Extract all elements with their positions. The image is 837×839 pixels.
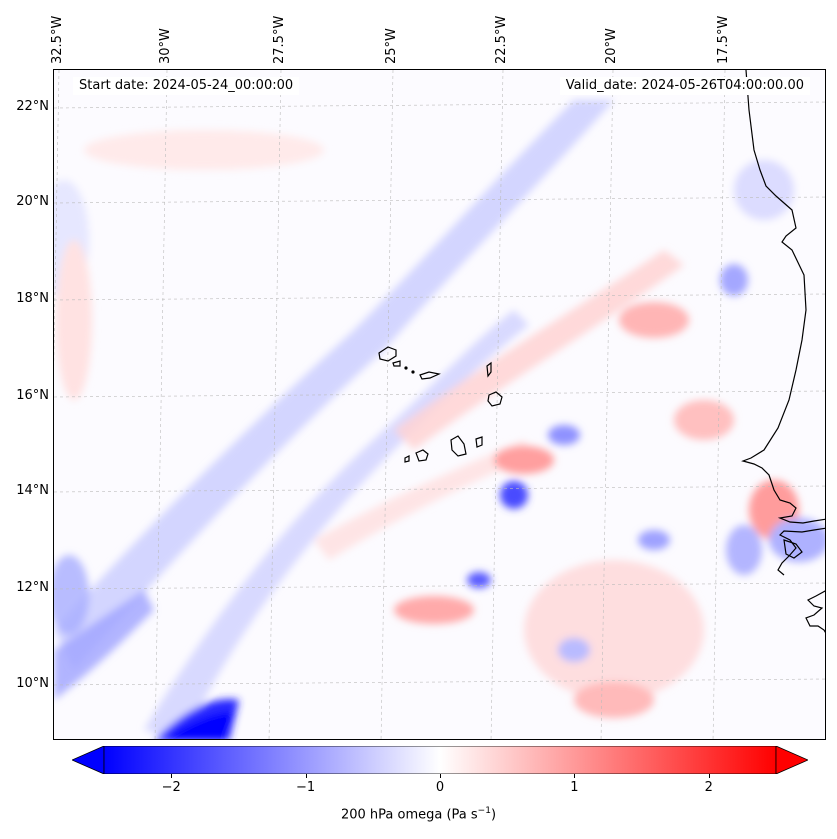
omega-positive-patch bbox=[84, 130, 324, 170]
omega-positive-patch bbox=[674, 400, 734, 440]
colorbar-tickmark bbox=[305, 774, 307, 778]
longitude-label: 32.5°W bbox=[50, 15, 65, 64]
latitude-label: 18°N bbox=[16, 291, 49, 306]
colorbar-tick-label: 1 bbox=[570, 780, 579, 795]
colorbar-extend-low bbox=[72, 746, 105, 774]
latitude-label: 22°N bbox=[16, 99, 49, 114]
colorbar-extend-high bbox=[775, 746, 808, 774]
omega-negative-patch bbox=[769, 518, 825, 562]
islet bbox=[411, 370, 415, 374]
santiago-island bbox=[450, 435, 467, 457]
sal-island bbox=[486, 361, 492, 378]
latitude-label: 10°N bbox=[16, 676, 49, 691]
omega-negative-patch bbox=[54, 555, 89, 635]
colorbar-tick-label: −2 bbox=[161, 780, 181, 795]
parallel-gridline bbox=[54, 101, 825, 109]
meridian-gridline bbox=[600, 70, 614, 739]
meridian-gridline bbox=[268, 70, 282, 739]
omega-negative-band bbox=[54, 100, 614, 670]
omega-positive-patch bbox=[494, 446, 554, 474]
longitude-label: 20°W bbox=[604, 28, 619, 64]
omega-positive-patch bbox=[56, 240, 92, 400]
omega-positive-patch bbox=[524, 560, 704, 700]
colorbar-tickmark bbox=[440, 774, 441, 778]
parallel-gridline bbox=[54, 196, 825, 204]
parallel-gridline bbox=[54, 390, 825, 398]
omega-negative-core bbox=[162, 711, 234, 739]
boa-vista-island bbox=[487, 391, 503, 407]
parallel-gridline bbox=[54, 582, 825, 590]
longitude-label: 17.5°W bbox=[716, 15, 731, 64]
longitude-label: 22.5°W bbox=[494, 15, 509, 64]
latitude-label: 16°N bbox=[16, 388, 49, 403]
sao-vicente-island bbox=[392, 360, 401, 367]
colorbar-tickmark bbox=[171, 774, 173, 778]
colorbar-tick-label: 0 bbox=[435, 780, 445, 795]
colorbar-label-text: 200 hPa omega (Pa s bbox=[340, 807, 478, 823]
meridian-gridline bbox=[380, 70, 394, 739]
colorbar-bar bbox=[103, 746, 777, 774]
omega-negative-band bbox=[144, 310, 529, 739]
valid-date-label: Valid_date: 2024-05-26T04:00:00.00 bbox=[559, 77, 810, 95]
cape-verde-islands bbox=[378, 346, 503, 463]
omega-negative-patch bbox=[734, 160, 794, 220]
parallel-gridline bbox=[54, 293, 825, 301]
parallel-gridline bbox=[54, 678, 825, 686]
omega-positive-patch bbox=[619, 302, 689, 338]
brava-island bbox=[404, 455, 410, 463]
colorbar-tickmark bbox=[574, 774, 576, 778]
omega-negative-band bbox=[54, 590, 154, 700]
fogo-island bbox=[415, 449, 429, 462]
meridian-gridline bbox=[54, 70, 60, 367]
map-panel bbox=[53, 69, 826, 740]
latitude-label: 12°N bbox=[16, 580, 49, 595]
omega-field-map bbox=[54, 70, 825, 739]
omega-positive-band bbox=[394, 250, 684, 450]
sao-nicolau-island bbox=[419, 371, 441, 380]
meridian-gridline bbox=[154, 70, 168, 739]
omega-positive-patch bbox=[394, 596, 474, 624]
omega-positive-band bbox=[314, 440, 534, 560]
omega-negative-patch bbox=[726, 525, 762, 575]
start-date-label: Start date: 2024-05-24_00:00:00 bbox=[73, 77, 300, 95]
omega-negative-patch bbox=[500, 481, 528, 509]
island bbox=[783, 539, 803, 559]
coastline bbox=[741, 70, 825, 633]
colorbar-tick-label: 2 bbox=[704, 780, 713, 795]
meridian-gridline bbox=[712, 70, 726, 739]
longitude-label: 25°W bbox=[384, 28, 399, 64]
omega-positive-patch bbox=[574, 682, 654, 718]
latitude-label: 20°N bbox=[16, 194, 49, 209]
colorbar-tickmark bbox=[708, 774, 710, 778]
colorbar bbox=[72, 746, 808, 774]
maio-island bbox=[475, 436, 483, 448]
longitude-label: 27.5°W bbox=[272, 15, 287, 64]
colorbar-label: 200 hPa omega (Pa s−1) bbox=[0, 806, 837, 822]
latitude-label: 14°N bbox=[16, 483, 49, 498]
colorbar-tick-label: −1 bbox=[296, 780, 316, 795]
longitude-label: 30°W bbox=[158, 28, 173, 64]
santo-antao-island bbox=[378, 346, 397, 362]
gambia-coastline bbox=[777, 527, 825, 576]
gridlines bbox=[54, 70, 825, 739]
africa-coastline bbox=[741, 70, 825, 524]
colorbar-label-end: ) bbox=[490, 807, 497, 823]
parallel-gridline bbox=[54, 485, 825, 493]
omega-negative-patch bbox=[558, 638, 590, 662]
colorbar-label-exponent: −1 bbox=[477, 806, 491, 816]
guinea-coastline bbox=[805, 590, 825, 633]
omega-negative-patch bbox=[638, 530, 670, 550]
omega-negative-patch bbox=[720, 264, 748, 296]
omega-field-shading bbox=[54, 100, 825, 739]
meridian-gridline bbox=[490, 70, 504, 739]
islet bbox=[404, 366, 408, 370]
omega-negative-patch bbox=[548, 425, 580, 445]
omega-negative-patch bbox=[467, 572, 491, 588]
